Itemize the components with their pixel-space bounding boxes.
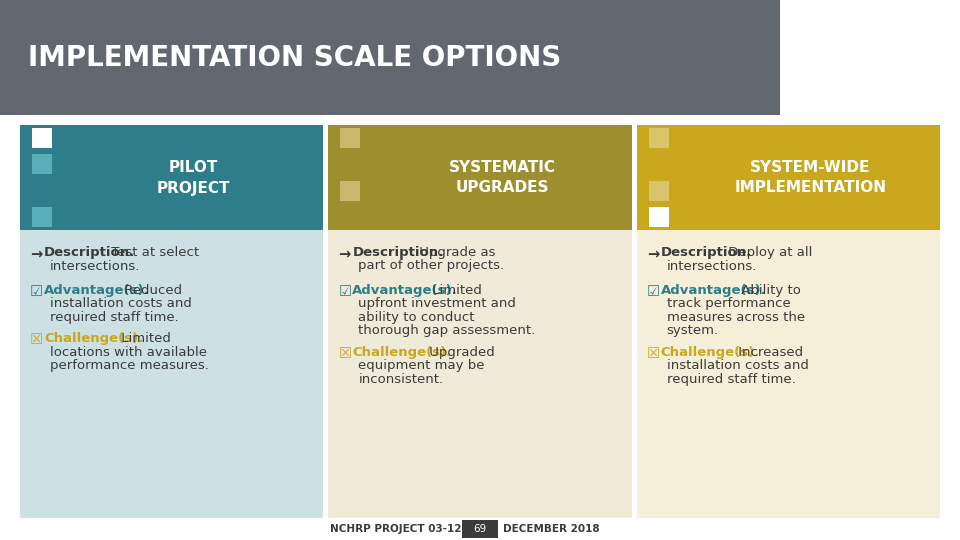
FancyBboxPatch shape	[341, 180, 360, 201]
Text: →: →	[647, 246, 659, 261]
Text: part of other projects.: part of other projects.	[358, 260, 504, 273]
FancyBboxPatch shape	[32, 128, 52, 148]
Text: NCHRP PROJECT 03-122: NCHRP PROJECT 03-122	[330, 524, 468, 534]
Text: ability to conduct: ability to conduct	[358, 311, 475, 324]
Text: inconsistent.: inconsistent.	[358, 373, 444, 386]
FancyBboxPatch shape	[636, 125, 940, 230]
Text: Upgraded: Upgraded	[425, 346, 495, 359]
Text: measures across the: measures across the	[666, 311, 804, 324]
Text: →: →	[30, 246, 42, 261]
Text: →: →	[338, 246, 350, 261]
FancyBboxPatch shape	[32, 180, 52, 201]
FancyBboxPatch shape	[20, 125, 324, 230]
Text: ☑: ☑	[338, 284, 351, 299]
FancyBboxPatch shape	[341, 154, 360, 174]
Text: ☒: ☒	[338, 346, 351, 361]
Text: thorough gap assessment.: thorough gap assessment.	[358, 325, 536, 338]
FancyBboxPatch shape	[341, 128, 360, 148]
Text: track performance: track performance	[666, 298, 790, 310]
Text: ☒: ☒	[30, 333, 43, 347]
Text: 69: 69	[473, 524, 487, 534]
Text: performance measures.: performance measures.	[50, 360, 209, 373]
FancyBboxPatch shape	[328, 125, 632, 230]
Text: installation costs and: installation costs and	[666, 360, 808, 373]
Text: Test at select: Test at select	[107, 246, 199, 259]
Text: Advantage(s).: Advantage(s).	[44, 284, 150, 297]
Text: intersections.: intersections.	[50, 260, 140, 273]
Text: locations with available: locations with available	[50, 346, 207, 359]
Text: SYSTEM-WIDE
IMPLEMENTATION: SYSTEM-WIDE IMPLEMENTATION	[734, 159, 886, 195]
Text: Reduced: Reduced	[120, 284, 182, 297]
Text: PILOT
PROJECT: PILOT PROJECT	[156, 159, 230, 195]
FancyBboxPatch shape	[649, 128, 669, 148]
Text: Increased: Increased	[733, 346, 803, 359]
Text: Description.: Description.	[660, 246, 752, 259]
Text: Deploy at all: Deploy at all	[724, 246, 812, 259]
Text: system.: system.	[666, 325, 719, 338]
Text: Advantage(s).: Advantage(s).	[352, 284, 458, 297]
FancyBboxPatch shape	[0, 0, 780, 115]
Text: upfront investment and: upfront investment and	[358, 298, 516, 310]
Text: required staff time.: required staff time.	[666, 373, 796, 386]
FancyBboxPatch shape	[20, 230, 324, 518]
Text: Description.: Description.	[352, 246, 444, 259]
Text: Challenge(s).: Challenge(s).	[660, 346, 760, 359]
Text: DECEMBER 2018: DECEMBER 2018	[503, 524, 600, 534]
Text: SYSTEMATIC
UPGRADES: SYSTEMATIC UPGRADES	[448, 159, 556, 195]
FancyBboxPatch shape	[649, 154, 669, 174]
Text: Advantage(s).: Advantage(s).	[660, 284, 766, 297]
Text: ☑: ☑	[647, 284, 660, 299]
Text: Upgrade as: Upgrade as	[416, 246, 495, 259]
Text: ☑: ☑	[30, 284, 43, 299]
Text: required staff time.: required staff time.	[50, 311, 179, 324]
Text: IMPLEMENTATION SCALE OPTIONS: IMPLEMENTATION SCALE OPTIONS	[28, 44, 562, 71]
FancyBboxPatch shape	[328, 230, 632, 518]
FancyBboxPatch shape	[636, 230, 940, 518]
FancyBboxPatch shape	[341, 207, 360, 227]
FancyBboxPatch shape	[32, 154, 52, 174]
FancyBboxPatch shape	[32, 207, 52, 227]
FancyBboxPatch shape	[649, 180, 669, 201]
Text: Challenge(s).: Challenge(s).	[44, 333, 143, 346]
Text: Limited: Limited	[428, 284, 482, 297]
Text: Limited: Limited	[117, 333, 171, 346]
Text: Ability to: Ability to	[736, 284, 801, 297]
Text: equipment may be: equipment may be	[358, 360, 485, 373]
Text: ☒: ☒	[647, 346, 660, 361]
Text: intersections.: intersections.	[666, 260, 757, 273]
Text: Description.: Description.	[44, 246, 135, 259]
Text: installation costs and: installation costs and	[50, 298, 192, 310]
Text: Challenge(s).: Challenge(s).	[352, 346, 452, 359]
FancyBboxPatch shape	[462, 520, 498, 538]
FancyBboxPatch shape	[649, 207, 669, 227]
